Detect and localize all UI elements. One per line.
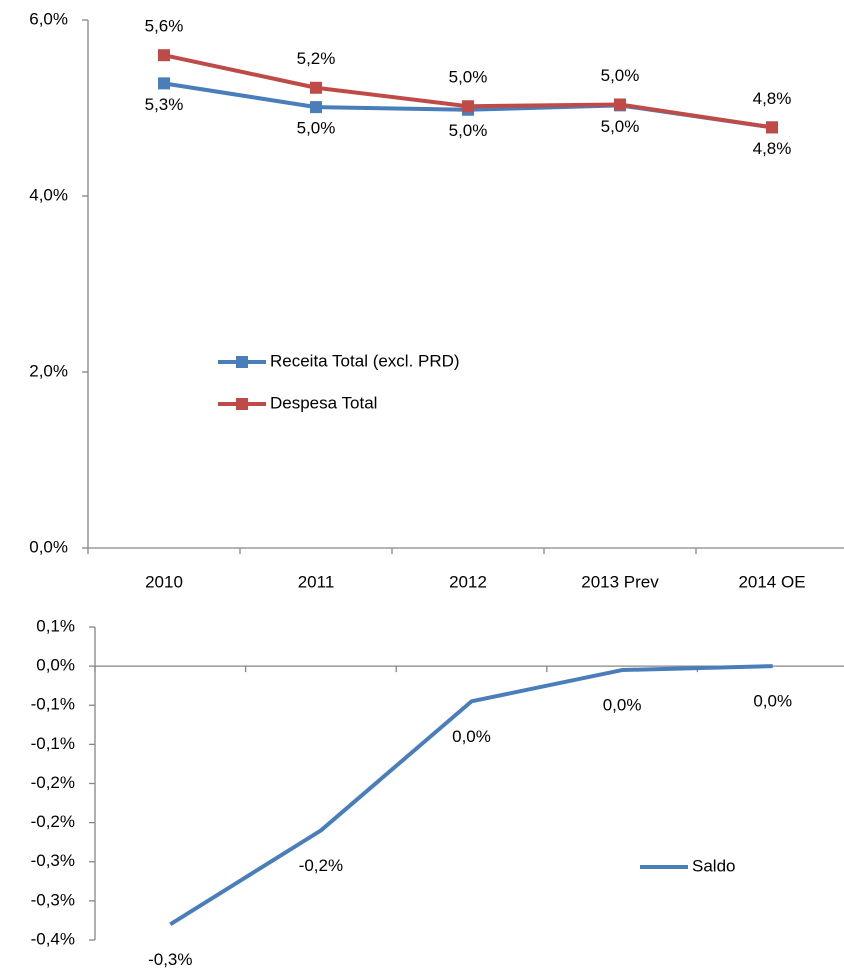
data-label: 5,3% <box>145 95 184 114</box>
data-label: 5,0% <box>601 117 640 136</box>
marker <box>158 77 170 90</box>
y-tick-label: -0,1% <box>31 734 75 753</box>
data-label: 5,0% <box>449 121 488 140</box>
series-line <box>169 664 773 927</box>
y-tick-label: -0,3% <box>31 890 75 909</box>
marker <box>310 101 322 114</box>
y-tick-label: 2,0% <box>29 361 68 380</box>
y-tick-label: -0,2% <box>31 773 75 792</box>
y-tick-label: 0,0% <box>36 656 75 675</box>
data-label: 0,0% <box>603 696 642 715</box>
marker <box>310 81 322 94</box>
x-tick-label: 2014 OE <box>738 572 805 591</box>
legend-label: Despesa Total <box>270 393 377 412</box>
marker <box>614 98 626 111</box>
data-label: 4,8% <box>753 89 792 108</box>
x-tick-label: 2012 <box>449 572 487 591</box>
x-tick-label: 2013 Prev <box>581 572 659 591</box>
legend-label: Receita Total (excl. PRD) <box>270 351 460 370</box>
data-label: 5,0% <box>297 119 336 138</box>
y-tick-label: 0,0% <box>29 537 68 556</box>
x-tick-label: 2011 <box>298 572 335 591</box>
y-tick-label: 4,0% <box>29 185 68 204</box>
data-label: 5,2% <box>297 49 336 68</box>
data-label: 5,0% <box>601 66 640 85</box>
marker <box>766 121 778 134</box>
marker <box>462 100 474 113</box>
legend-marker <box>236 356 248 368</box>
data-label: -0,2% <box>299 856 343 875</box>
data-label: -0,3% <box>148 950 192 969</box>
data-label: 0,0% <box>452 727 491 746</box>
x-tick-label: 2010 <box>145 572 183 591</box>
y-tick-label: -0,2% <box>31 812 75 831</box>
y-tick-label: -0,4% <box>31 929 75 948</box>
data-label: 5,0% <box>449 68 488 87</box>
legend-label: Saldo <box>692 856 735 875</box>
marker <box>158 49 170 62</box>
data-label: 0,0% <box>753 692 792 711</box>
legend-marker <box>236 398 248 410</box>
data-label: 4,8% <box>753 139 792 158</box>
y-tick-label: -0,3% <box>31 851 75 870</box>
series-line <box>163 53 773 130</box>
y-tick-label: -0,1% <box>31 695 75 714</box>
y-tick-label: 6,0% <box>29 9 68 28</box>
y-tick-label: 0,1% <box>36 616 75 635</box>
data-label: 5,6% <box>145 17 184 36</box>
